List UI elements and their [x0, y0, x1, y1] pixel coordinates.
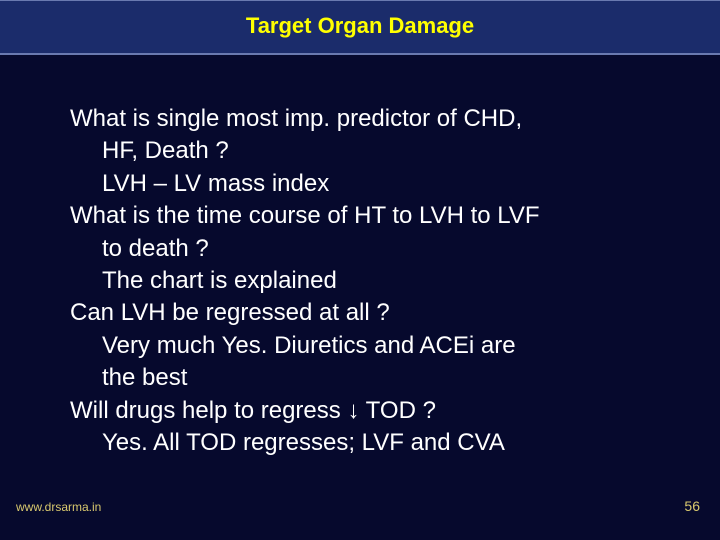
body-line: LVH – LV mass index [70, 168, 660, 200]
body-line: Very much Yes. Diuretics and ACEi are [70, 330, 660, 362]
body-line: the best [70, 362, 660, 394]
body-line: HF, Death ? [70, 135, 660, 167]
slide: Target Organ Damage What is single most … [0, 0, 720, 540]
slide-title: Target Organ Damage [246, 13, 474, 38]
body-line: The chart is explained [70, 265, 660, 297]
body-line: Will drugs help to regress ↓ TOD ? [70, 395, 660, 427]
slide-body: What is single most imp. predictor of CH… [0, 55, 720, 459]
body-line: What is single most imp. predictor of CH… [70, 103, 660, 135]
footer-page-number: 56 [684, 498, 700, 514]
slide-title-bar: Target Organ Damage [0, 0, 720, 55]
body-line: What is the time course of HT to LVH to … [70, 200, 660, 232]
body-line: to death ? [70, 233, 660, 265]
footer-url: www.drsarma.in [16, 500, 101, 514]
body-line: Can LVH be regressed at all ? [70, 297, 660, 329]
body-line: Yes. All TOD regresses; LVF and CVA [70, 427, 660, 459]
